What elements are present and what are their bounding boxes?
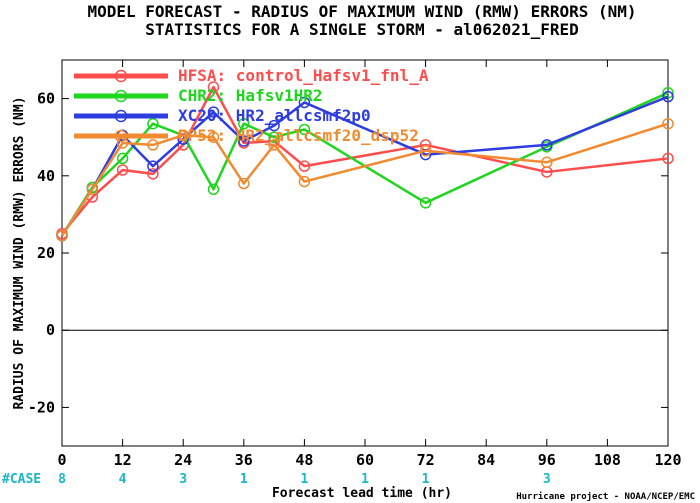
data-point — [298, 160, 311, 172]
data-point — [177, 129, 189, 142]
data-point — [147, 117, 159, 130]
y-tick-label: -20 — [28, 398, 55, 416]
chart-title: MODEL FORECAST - RADIUS OF MAXIMUM WIND … — [87, 2, 636, 21]
series-line — [60, 122, 669, 237]
data-point — [268, 139, 280, 151]
x-tick-label: 96 — [538, 451, 556, 469]
x-tick-label: 120 — [654, 451, 681, 469]
data-point — [56, 229, 68, 242]
x-tick-label: 72 — [417, 451, 435, 469]
legend-marker — [114, 129, 128, 143]
data-point — [86, 183, 99, 196]
data-point — [207, 183, 220, 196]
case-count: 1 — [361, 472, 369, 487]
legend-item-4: DP52: HR2_allcsmf20_dsp52 — [74, 126, 419, 145]
data-point — [116, 152, 129, 165]
data-point — [207, 81, 220, 93]
axis-ticks: 0 12 24 36 48 60 72 84 96 108 120 -20 0 20 40 60 — [28, 60, 682, 469]
credit-text: Hurricane project - NOAA/NCEP/EMC — [516, 491, 695, 502]
y-tick-label: 60 — [37, 90, 55, 108]
case-label: #CASE — [2, 472, 41, 487]
data-point — [268, 119, 280, 132]
data-point — [662, 90, 674, 103]
legend-marker — [114, 89, 128, 103]
data-point — [207, 131, 220, 143]
series-4 — [56, 117, 674, 242]
chart-subtitle: STATISTICS FOR A SINGLE STORM - al062021… — [145, 20, 578, 39]
data-point — [147, 168, 159, 180]
case-counts: #CASE 8 4 3 1 1 1 1 3 — [2, 472, 551, 487]
case-count: 3 — [543, 472, 551, 487]
x-tick-label: 60 — [356, 451, 374, 469]
y-tick-label: 20 — [37, 244, 55, 262]
data-point — [298, 96, 311, 109]
x-tick-label: 0 — [57, 451, 66, 469]
series-group — [56, 81, 674, 242]
legend-label: DP52: HR2_allcsmf20_dsp52 — [178, 126, 419, 145]
case-count: 1 — [240, 472, 248, 487]
data-point — [238, 135, 250, 147]
case-count: 8 — [58, 472, 66, 487]
legend-marker — [114, 109, 128, 123]
data-point — [238, 117, 250, 130]
legend-label: XC20: HR2_allcsmf2p0 — [178, 106, 371, 125]
data-point — [116, 164, 129, 176]
data-point — [207, 106, 220, 118]
series-line — [61, 85, 669, 235]
legend-item-1: HFSA: control_Hafsv1_fnl_A — [74, 66, 429, 85]
data-point — [541, 156, 553, 169]
legend-marker — [114, 69, 128, 83]
data-point — [419, 197, 432, 209]
case-count: 4 — [119, 472, 127, 487]
data-point — [147, 139, 159, 151]
y-axis-label: RADIUS OF MAXIMUM WIND (RMW) ERRORS (NM) — [12, 96, 27, 409]
case-count: 1 — [300, 472, 308, 487]
legend-item-3: XC20: HR2_allcsmf2p0 — [74, 106, 371, 125]
data-point — [298, 175, 311, 188]
data-point — [662, 152, 674, 165]
x-tick-label: 12 — [114, 451, 132, 469]
data-point — [419, 144, 432, 157]
data-point — [147, 160, 159, 172]
x-tick-label: 108 — [594, 451, 621, 469]
y-tick-label: 40 — [37, 167, 55, 185]
legend-label: HFSA: control_Hafsv1_fnl_A — [178, 66, 429, 85]
x-tick-label: 24 — [174, 451, 192, 469]
data-point — [541, 139, 553, 151]
x-tick-label: 84 — [477, 451, 495, 469]
legend-label: CHR2: Hafsv1HR2 — [178, 86, 323, 105]
y-tick-label: 0 — [46, 321, 55, 339]
data-point — [238, 177, 250, 190]
series-line — [60, 91, 669, 237]
data-point — [298, 123, 311, 136]
x-tick-label: 36 — [235, 451, 253, 469]
case-count: 3 — [179, 472, 187, 487]
legend-item-2: CHR2: Hafsv1HR2 — [74, 86, 323, 105]
data-point — [662, 117, 674, 130]
x-tick-label: 48 — [295, 451, 313, 469]
data-point — [268, 131, 280, 143]
case-count: 1 — [422, 472, 430, 487]
x-axis-label: Forecast lead time (hr) — [272, 486, 452, 501]
